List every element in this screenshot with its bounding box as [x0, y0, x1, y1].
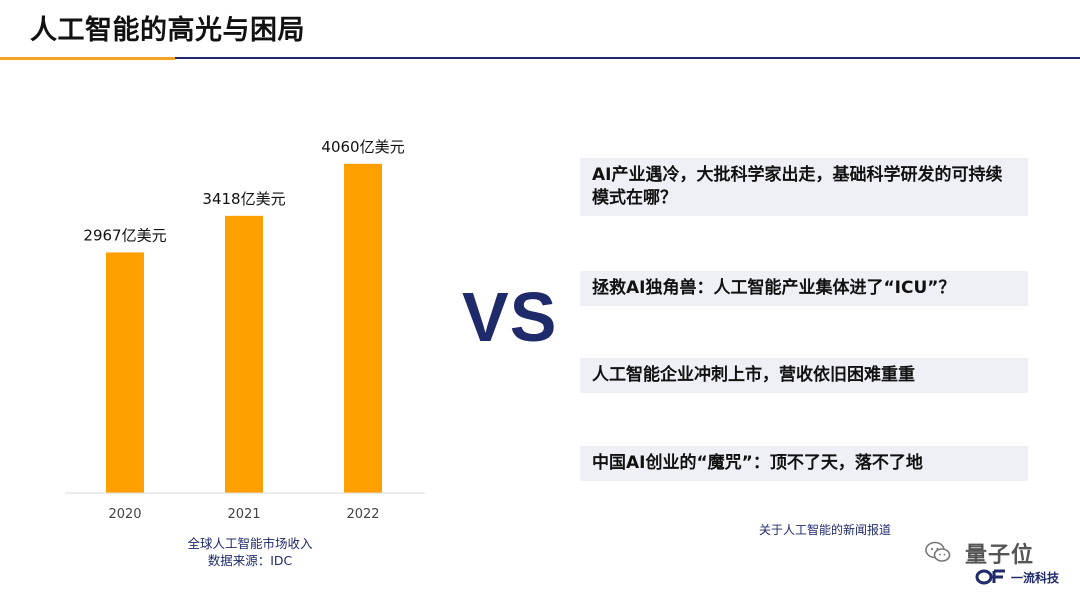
headline-box-1: AI产业遇冷，大批科学家出走，基础科学研发的可持续模式在哪？	[580, 158, 1028, 216]
revenue-bar-chart: 2967亿美元 3418亿美元 4060亿美元 2020 2021 2022	[65, 138, 425, 522]
value-label-2021: 3418亿美元	[202, 190, 285, 208]
headline-text-4: 中国AI创业的“魔咒”：顶不了天，落不了地	[592, 453, 923, 473]
value-label-2022: 4060亿美元	[321, 138, 404, 156]
headline-box-3: 人工智能企业冲刺上市，营收依旧困难重重	[580, 358, 1028, 393]
oneflow-logo-text: 一流科技	[1011, 570, 1060, 585]
chart-value-labels: 2967亿美元 3418亿美元 4060亿美元	[83, 138, 404, 245]
header-accent-bar	[0, 57, 175, 60]
headline-text-2: 拯救AI独角兽：人工智能产业集体进了“ICU”？	[592, 278, 956, 298]
watermark: 量子位 一流科技	[915, 535, 1075, 590]
headline-box-4: 中国AI创业的“魔咒”：顶不了天，落不了地	[580, 446, 1028, 481]
vs-mark: VS	[462, 278, 558, 356]
value-label-2020: 2967亿美元	[83, 226, 166, 244]
watermark-name: 量子位	[965, 543, 1035, 568]
headline-text-3: 人工智能企业冲刺上市，营收依旧困难重重	[592, 365, 915, 385]
chart-axis-labels: 2020 2021 2022	[108, 507, 379, 522]
headline-box-2: 拯救AI独角兽：人工智能产业集体进了“ICU”？	[580, 271, 1028, 306]
oneflow-logo: 一流科技	[975, 569, 1060, 585]
chart-caption: 全球人工智能市场收入	[187, 536, 313, 551]
chart-bars	[106, 163, 382, 493]
bar-2022	[344, 163, 382, 493]
x-tick-label-2020: 2020	[108, 507, 141, 522]
wechat-icon	[925, 541, 951, 562]
header-rule	[0, 57, 1080, 59]
slide-title: 人工智能的高光与困局	[30, 15, 305, 46]
chart-source: 数据来源：IDC	[207, 553, 293, 568]
news-caption: 关于人工智能的新闻报道	[758, 523, 891, 537]
x-tick-label-2021: 2021	[227, 507, 260, 522]
bar-2020	[106, 252, 144, 493]
bar-2021	[225, 215, 263, 493]
headline-text-1: AI产业遇冷，大批科学家出走，基础科学研发的可持续模式在哪？	[592, 165, 1003, 208]
x-tick-label-2022: 2022	[346, 507, 379, 522]
